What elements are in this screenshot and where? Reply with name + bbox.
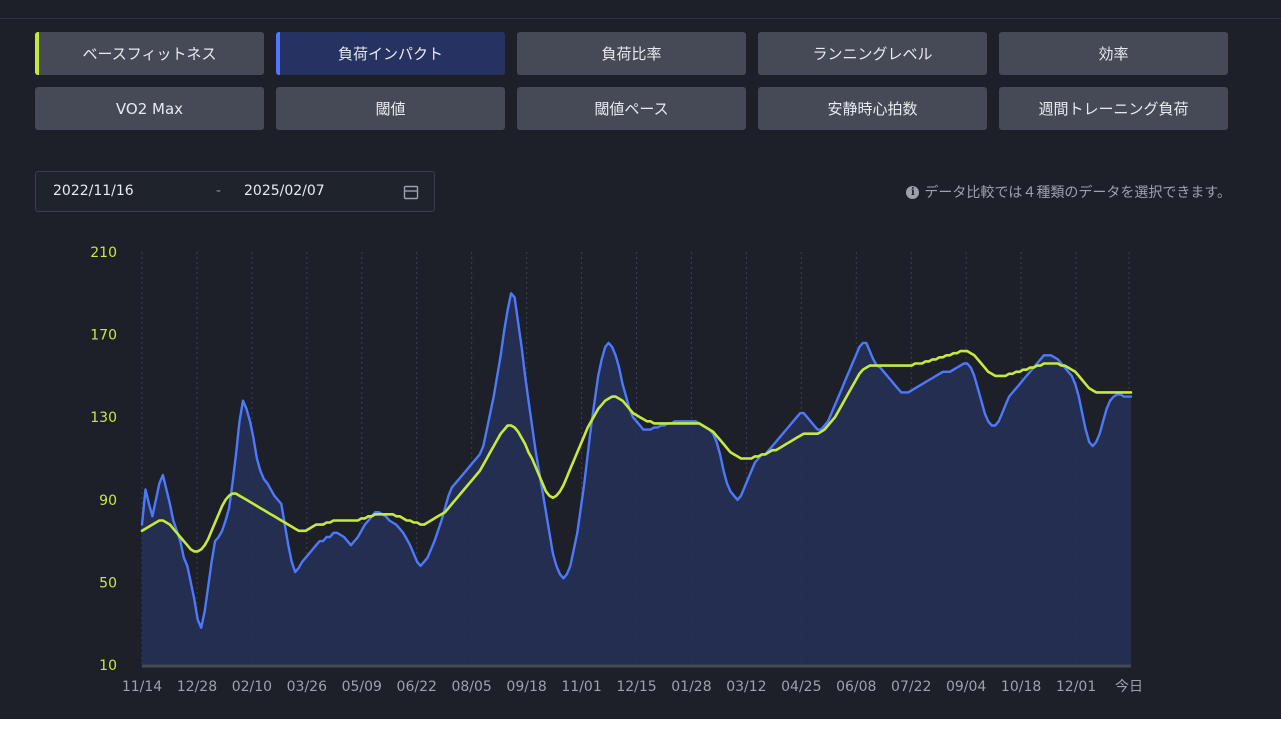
info-icon: i xyxy=(906,185,920,199)
x-tick-label: 11/01 xyxy=(561,679,601,695)
x-tick-label: 06/22 xyxy=(397,679,437,695)
metric-color-indicator xyxy=(35,32,39,75)
metric-button[interactable]: 負荷インパクト xyxy=(276,32,505,75)
y-tick-label: 50 xyxy=(99,575,117,591)
y-tick-label: 170 xyxy=(90,328,117,344)
x-tick-label: 12/28 xyxy=(177,679,217,695)
metric-selector: ベースフィットネス 負荷インパクト 負荷比率 ランニングレベル 効率 VO2 Max 閾値 閾… xyxy=(35,32,1228,130)
load-impact-line xyxy=(140,292,1133,629)
metric-button[interactable]: 負荷比率 xyxy=(517,32,746,75)
x-tick-label: 10/18 xyxy=(1001,679,1041,695)
x-tick-label: 11/14 xyxy=(122,679,162,695)
metric-button[interactable]: ベースフィットネス xyxy=(35,32,264,75)
header-divider xyxy=(0,18,1281,19)
x-tick-label: 03/12 xyxy=(726,679,766,695)
metric-button-label: ベースフィットネス xyxy=(82,45,217,63)
x-tick-label: 今日 xyxy=(1115,679,1143,695)
metric-button[interactable]: 閾値 xyxy=(276,87,505,130)
base-fitness-line xyxy=(140,349,1133,553)
x-tick-label: 07/22 xyxy=(891,679,931,695)
load-impact-chart: 210 170 130 90 50 10 11/14 12/28 02/10 03/26 05/09… xyxy=(90,245,1143,695)
metric-button-label: ランニングレベル xyxy=(812,45,933,63)
x-tick-label: 09/18 xyxy=(506,679,546,695)
metric-button-label: 効率 xyxy=(1098,45,1129,63)
y-tick-label: 10 xyxy=(99,658,117,674)
x-tick-label: 12/01 xyxy=(1056,679,1096,695)
x-tick-label: 05/09 xyxy=(342,679,382,695)
data-compare-note: i データ比較では４種類のデータを選択できます。 xyxy=(906,182,1231,202)
x-tick-label: 06/08 xyxy=(836,679,876,695)
metric-button-label: 閾値 xyxy=(375,100,406,118)
y-tick-label: 210 xyxy=(90,245,117,261)
date-separator: - xyxy=(216,183,222,199)
start-date[interactable]: 2022/11/16 xyxy=(53,183,134,199)
x-tick-label: 08/05 xyxy=(451,679,491,695)
y-tick-label: 90 xyxy=(99,493,117,509)
series-area xyxy=(142,293,1131,665)
metric-button-label: 安静時心拍数 xyxy=(827,100,918,118)
metric-color-indicator xyxy=(276,32,280,75)
metric-button[interactable]: 安静時心拍数 xyxy=(758,87,987,130)
x-tick-label: 03/26 xyxy=(287,679,327,695)
bottom-edge xyxy=(0,719,1281,731)
x-tick-label: 01/28 xyxy=(671,679,711,695)
metric-button-label: 負荷インパクト xyxy=(337,45,443,63)
metric-button[interactable]: 週間トレーニング負荷 xyxy=(999,87,1228,130)
metric-button-label: 閾値ペース xyxy=(594,100,669,118)
end-date[interactable]: 2025/02/07 xyxy=(244,183,325,199)
x-tick-label: 02/10 xyxy=(232,679,272,695)
metric-button[interactable]: ランニングレベル xyxy=(758,32,987,75)
metric-button[interactable]: 閾値ペース xyxy=(517,87,746,130)
metric-button-label: 負荷比率 xyxy=(601,45,662,63)
x-tick-label: 12/15 xyxy=(616,679,656,695)
info-text: データ比較では４種類のデータを選択できます。 xyxy=(924,185,1231,201)
metric-button-label: 週間トレーニング負荷 xyxy=(1038,100,1189,118)
date-range-picker[interactable]: 2022/11/16 - 2025/02/07 xyxy=(35,171,435,212)
calendar-icon[interactable] xyxy=(403,184,419,200)
x-tick-label: 09/04 xyxy=(946,679,986,695)
metric-button[interactable]: VO2 Max xyxy=(35,87,264,130)
y-tick-label: 130 xyxy=(90,410,117,426)
metric-button-label: VO2 Max xyxy=(115,99,184,118)
x-tick-label: 04/25 xyxy=(781,679,821,695)
metric-button[interactable]: 効率 xyxy=(999,32,1228,75)
